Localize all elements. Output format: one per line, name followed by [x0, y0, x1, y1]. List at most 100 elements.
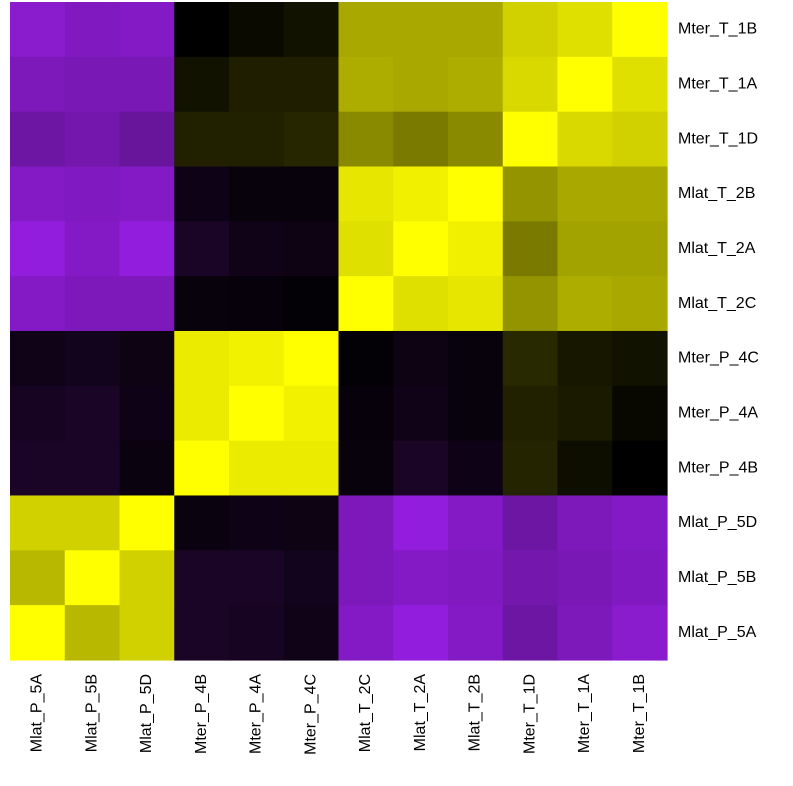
- heatmap-cell: [502, 2, 559, 58]
- heatmap-cell: [448, 56, 504, 113]
- heatmap-cell: [229, 440, 285, 497]
- heatmap-cell: [448, 495, 504, 551]
- heatmap-cell: [174, 605, 230, 661]
- heatmap-cell: [64, 221, 121, 277]
- heatmap-cell: [174, 330, 230, 387]
- column-label: Mter_T_1D: [521, 674, 538, 754]
- heatmap-cell: [502, 56, 559, 113]
- heatmap-cell: [612, 440, 668, 497]
- row-label: Mter_P_4A: [678, 404, 758, 421]
- heatmap-cell: [557, 276, 613, 332]
- heatmap-cell: [64, 550, 121, 606]
- heatmap-cell: [557, 111, 613, 168]
- heatmap-cell: [502, 385, 559, 442]
- heatmap-cell: [338, 330, 394, 387]
- heatmap-cell: [283, 221, 340, 277]
- heatmap-cell: [229, 330, 285, 387]
- heatmap-cell: [10, 330, 66, 387]
- heatmap-cell: [119, 550, 175, 606]
- heatmap-cell: [64, 276, 121, 332]
- heatmap-cell: [174, 221, 230, 277]
- heatmap-cell: [393, 111, 449, 168]
- column-label: Mter_P_4B: [193, 674, 210, 754]
- heatmap-cell: [448, 166, 504, 222]
- heatmap-cell: [64, 605, 121, 661]
- heatmap-cell: [283, 276, 340, 332]
- heatmap-cell: [174, 2, 230, 58]
- heatmap-cell: [393, 385, 449, 442]
- column-label: Mlat_P_5B: [83, 674, 100, 752]
- heatmap-cell: [10, 56, 66, 113]
- column-label: Mter_P_4C: [302, 674, 319, 755]
- heatmap-cell: [557, 495, 613, 551]
- heatmap-cell: [338, 166, 394, 222]
- heatmap-cell: [448, 440, 504, 497]
- heatmap-cell: [10, 166, 66, 222]
- heatmap-cell: [557, 56, 613, 113]
- heatmap-cell: [10, 605, 66, 661]
- column-labels: Mlat_P_5A Mlat_P_5B Mlat_P_5D Mter_P_4B Mter…: [29, 674, 648, 755]
- heatmap-cell: [338, 111, 394, 168]
- heatmap-cell: [119, 440, 175, 497]
- row-label: Mlat_P_5A: [678, 624, 757, 641]
- heatmap-cell: [393, 56, 449, 113]
- heatmap-cell: [557, 221, 613, 277]
- heatmap-cell: [119, 111, 175, 168]
- heatmap-cell: [174, 276, 230, 332]
- heatmap-cell: [64, 56, 121, 113]
- heatmap-cell: [119, 330, 175, 387]
- heatmap-cell: [283, 2, 340, 58]
- heatmap-cell: [338, 495, 394, 551]
- heatmap-cell: [119, 56, 175, 113]
- heatmap-cell: [64, 166, 121, 222]
- heatmap-cell: [229, 385, 285, 442]
- heatmap-cell: [10, 495, 66, 551]
- heatmap-cell: [448, 605, 504, 661]
- heatmap-cell: [174, 440, 230, 497]
- heatmap-cell: [338, 276, 394, 332]
- heatmap-cell: [10, 276, 66, 332]
- heatmap-cell: [119, 276, 175, 332]
- heatmap-cell: [10, 385, 66, 442]
- heatmap-cell: [393, 2, 449, 58]
- row-label: Mlat_P_5B: [678, 569, 756, 586]
- heatmap-cell: [64, 111, 121, 168]
- row-label: Mlat_T_2A: [678, 240, 756, 257]
- heatmap-cell: [174, 111, 230, 168]
- heatmap-cell: [502, 330, 559, 387]
- heatmap-cell: [119, 605, 175, 661]
- heatmap-cell: [174, 56, 230, 113]
- heatmap-cell: [338, 550, 394, 606]
- heatmap-cell: [338, 2, 394, 58]
- heatmap-cell: [393, 276, 449, 332]
- heatmap-cell: [557, 440, 613, 497]
- heatmap-cell: [174, 166, 230, 222]
- heatmap-cell: [283, 385, 340, 442]
- heatmap-cell: [119, 221, 175, 277]
- heatmap-cell: [119, 166, 175, 222]
- heatmap-cell: [119, 495, 175, 551]
- heatmap-cell: [393, 440, 449, 497]
- heatmap-cell: [612, 221, 668, 277]
- column-label: Mlat_T_2C: [357, 674, 374, 752]
- heatmap-cell: [283, 56, 340, 113]
- heatmap-cell: [448, 330, 504, 387]
- heatmap-cell: [229, 276, 285, 332]
- column-label: Mlat_T_2B: [467, 674, 484, 751]
- column-label: Mter_P_4A: [248, 674, 265, 754]
- heatmap-cell: [283, 495, 340, 551]
- heatmap-cell: [502, 495, 559, 551]
- heatmap-cell: [64, 385, 121, 442]
- row-label: Mlat_T_2C: [678, 295, 756, 312]
- heatmap-cell: [229, 56, 285, 113]
- row-label: Mter_P_4B: [678, 459, 758, 476]
- heatmap-cell: [229, 495, 285, 551]
- heatmap-cell: [557, 605, 613, 661]
- heatmap-cell: [448, 276, 504, 332]
- heatmap-cell: [393, 495, 449, 551]
- heatmap-cell: [338, 605, 394, 661]
- heatmap-cell: [10, 111, 66, 168]
- heatmap-cell: [64, 2, 121, 58]
- heatmap-cell: [557, 166, 613, 222]
